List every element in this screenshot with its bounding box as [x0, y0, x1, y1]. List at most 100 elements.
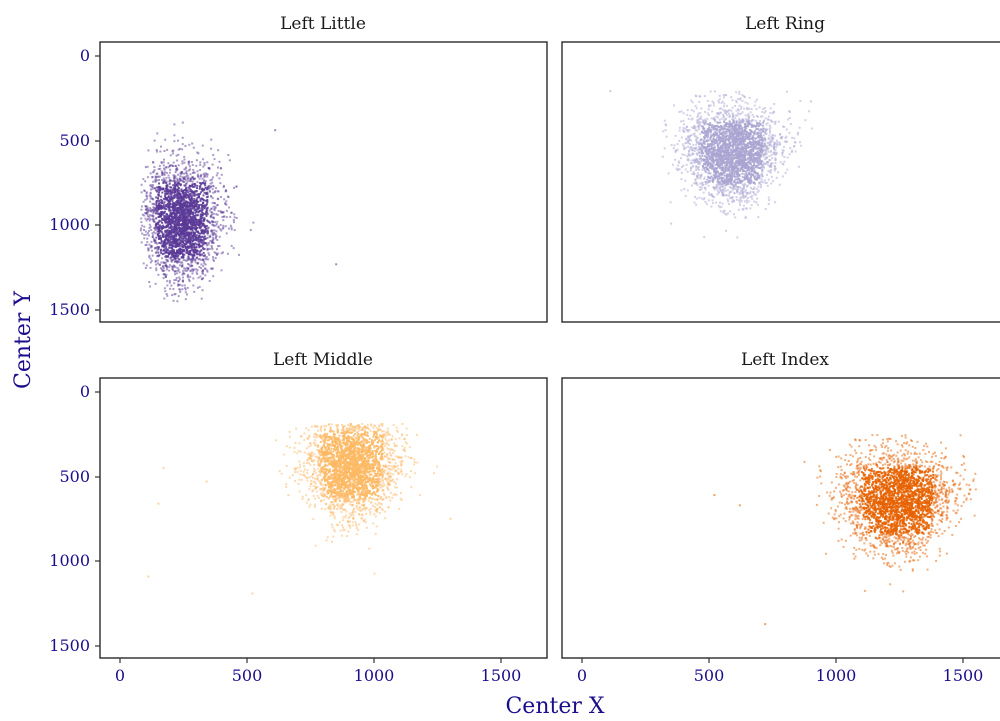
scatter-point-left-little [165, 171, 168, 174]
scatter-point-left-ring [738, 141, 741, 144]
scatter-point-left-ring [744, 189, 747, 192]
scatter-point-left-little [233, 216, 236, 219]
scatter-point-left-ring [680, 171, 683, 174]
scatter-point-left-little [204, 187, 207, 189]
scatter-point-left-ring [732, 162, 735, 165]
scatter-point-left-ring [755, 158, 758, 161]
scatter-point-left-little [183, 203, 186, 206]
scatter-point-left-little [173, 191, 176, 194]
scatter-point-left-ring [719, 111, 722, 114]
scatter-point-left-little [192, 146, 195, 149]
scatter-point-left-ring [724, 93, 727, 96]
scatter-point-left-ring [721, 154, 724, 157]
scatter-point-left-little [179, 183, 182, 186]
scatter-point-left-little [167, 201, 170, 204]
scatter-point-left-little [162, 277, 165, 280]
scatter-point-left-little [214, 252, 217, 255]
scatter-point-left-ring [697, 148, 700, 151]
scatter-point-left-little [218, 245, 221, 247]
scatter-point-left-ring [750, 175, 753, 178]
scatter-point-left-little [179, 193, 182, 196]
scatter-point-left-ring [688, 154, 691, 157]
scatter-point-left-ring [762, 120, 765, 123]
scatter-point-left-little [162, 177, 165, 180]
scatter-point-left-little [160, 201, 163, 204]
scatter-point-left-ring [684, 194, 687, 197]
scatter-point-left-ring [723, 152, 726, 154]
scatter-point-left-ring [758, 160, 761, 163]
scatter-point-left-ring [768, 199, 771, 202]
scatter-point-left-little [165, 268, 168, 271]
scatter-point-left-ring [717, 181, 720, 183]
scatter-point-left-ring [724, 141, 727, 144]
scatter-point-left-little [196, 286, 199, 289]
scatter-point-left-little [217, 226, 220, 229]
scatter-point-left-little [160, 268, 163, 271]
scatter-point-left-little [211, 220, 214, 223]
scatter-point-left-ring [702, 139, 705, 142]
scatter-point-left-ring [690, 166, 693, 169]
scatter-point-left-little [168, 257, 171, 260]
scatter-point-left-little [172, 191, 175, 194]
scatter-point-left-ring [756, 133, 759, 136]
scatter-point-left-ring [760, 183, 762, 186]
scatter-point-left-ring [698, 95, 701, 98]
scatter-point-left-little [186, 286, 189, 289]
scatter-point-left-little [193, 290, 196, 293]
scatter-point-left-little [160, 145, 162, 148]
scatter-point-left-little [201, 213, 204, 216]
scatter-point-left-little [206, 188, 208, 191]
scatter-point-left-little [191, 270, 194, 273]
scatter-point-left-ring [760, 180, 763, 183]
scatter-point-left-little [197, 253, 200, 256]
scatter-point-left-ring [727, 135, 730, 138]
scatter-point-left-ring [697, 126, 700, 129]
scatter-point-left-ring [720, 189, 723, 191]
scatter-point-left-ring [715, 201, 717, 204]
scatter-point-left-little [186, 214, 189, 217]
scatter-point-left-ring [695, 107, 698, 110]
scatter-point-left-little [179, 261, 182, 264]
scatter-point-left-ring [747, 142, 750, 145]
scatter-point-left-little [148, 194, 151, 197]
scatter-point-left-little [153, 202, 156, 205]
scatter-point-left-little [143, 189, 146, 192]
scatter-point-left-ring [742, 193, 745, 196]
scatter-point-left-little [170, 206, 173, 209]
scatter-point-left-ring [709, 177, 712, 180]
scatter-point-left-little [208, 187, 211, 190]
scatter-point-left-little [191, 247, 193, 249]
scatter-point-left-ring [717, 182, 720, 185]
scatter-point-left-little [169, 287, 172, 290]
scatter-point-left-ring [728, 167, 731, 169]
scatter-point-left-ring [698, 162, 701, 165]
scatter-point-left-little [149, 261, 152, 264]
scatter-point-left-little [166, 221, 169, 224]
scatter-point-left-ring [704, 121, 707, 124]
scatter-point-left-little [163, 205, 166, 208]
scatter-point-left-ring [706, 146, 709, 149]
scatter-point-left-little [145, 205, 147, 208]
scatter-point-left-ring [735, 175, 738, 178]
scatter-point-left-ring [774, 142, 777, 145]
scatter-point-left-little [154, 212, 157, 215]
scatter-point-left-little [164, 217, 167, 220]
scatter-point-left-ring [753, 140, 756, 143]
scatter-point-left-little [174, 185, 177, 187]
scatter-point-left-little [180, 206, 183, 209]
scatter-point-left-ring [742, 195, 745, 198]
scatter-point-left-ring [739, 98, 742, 101]
scatter-point-left-little [172, 174, 175, 177]
scatter-point-left-ring [716, 132, 718, 135]
scatter-point-left-ring [756, 203, 759, 206]
scatter-point-left-little [165, 293, 168, 295]
scatter-point-left-ring [748, 155, 751, 158]
scatter-point-left-ring [735, 169, 738, 172]
scatter-point-left-ring [729, 171, 732, 174]
scatter-point-left-little [154, 178, 157, 181]
scatter-point-left-ring [743, 95, 745, 98]
scatter-point-left-little [213, 231, 216, 234]
scatter-point-left-little [156, 186, 159, 189]
scatter-point-left-ring [721, 100, 724, 103]
scatter-point-left-little [148, 281, 151, 283]
